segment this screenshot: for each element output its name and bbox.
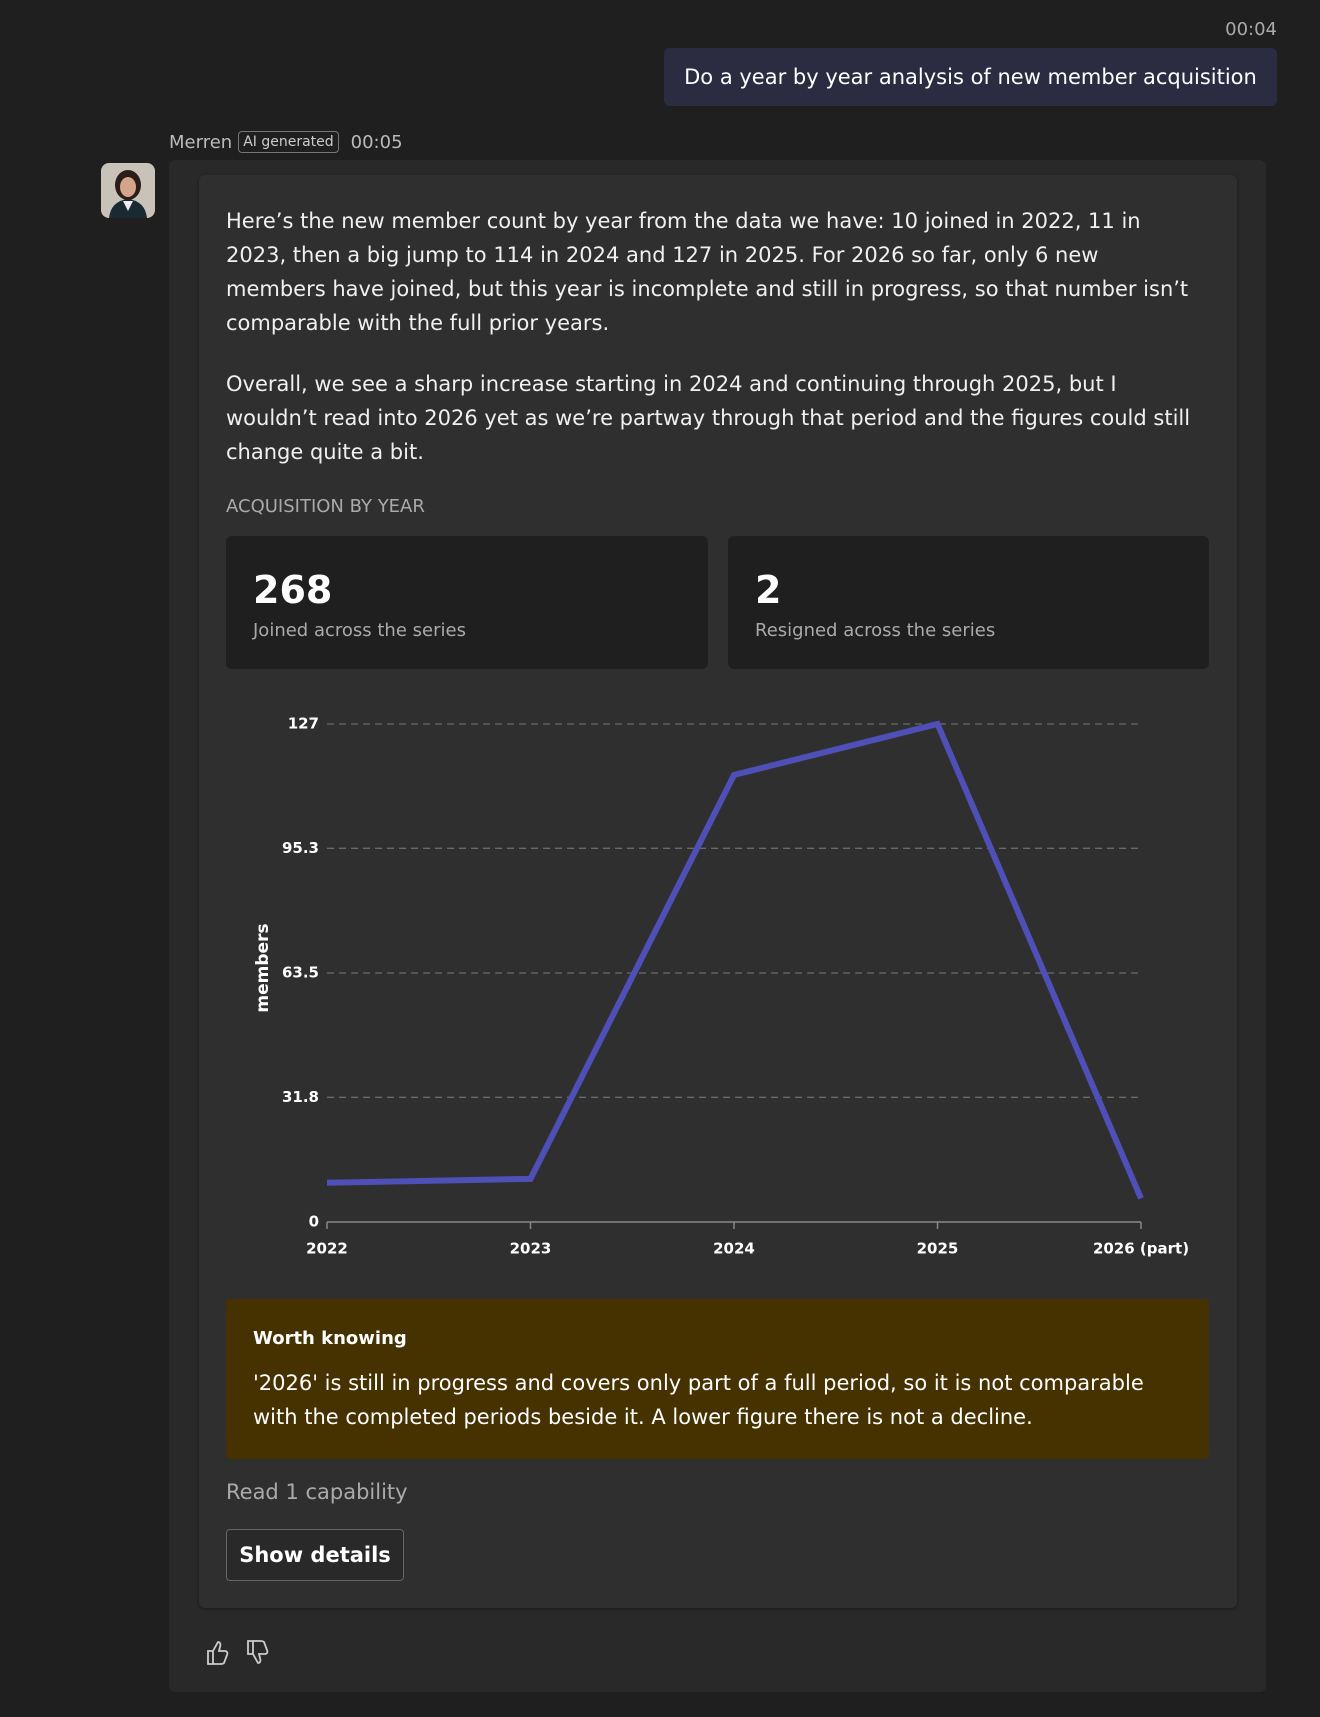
thumbs-down[interactable] bbox=[247, 1640, 269, 1664]
y-tick-label: 0 bbox=[309, 1213, 319, 1231]
notice: Worth knowing '2026' is still in progres… bbox=[226, 1299, 1209, 1459]
stat-value: 2 bbox=[755, 568, 782, 612]
show-details-button[interactable]: Show details bbox=[226, 1529, 404, 1581]
x-tick-label: 2023 bbox=[510, 1240, 552, 1258]
paragraph: Here’s the new member count by year from… bbox=[226, 209, 1189, 335]
capability-text: Read 1 capability bbox=[226, 1480, 408, 1504]
x-tick-label: 2022 bbox=[306, 1240, 348, 1258]
data-line bbox=[326, 720, 1144, 1200]
section-title: ACQUISITION BY YEAR bbox=[226, 496, 425, 517]
bot-header: Merren AI generated 00:05 bbox=[169, 131, 403, 153]
y-tick-label: 31.8 bbox=[282, 1088, 319, 1106]
x-tick-label: 2025 bbox=[917, 1240, 959, 1258]
stat-value: 268 bbox=[253, 568, 333, 612]
paragraph: Overall, we see a sharp increase startin… bbox=[226, 372, 1191, 464]
y-tick-label: 95.3 bbox=[282, 839, 319, 857]
avatar bbox=[101, 163, 155, 218]
y-axis-label: members bbox=[253, 923, 273, 1012]
stat-label: Joined across the series bbox=[253, 620, 466, 641]
stat-card: 268 Joined across the series bbox=[226, 536, 708, 669]
x-tick-label: 2026 (part) bbox=[1093, 1240, 1189, 1258]
bot-name: Merren bbox=[169, 131, 233, 153]
user-message: Do a year by year analysis of new member… bbox=[684, 65, 1257, 89]
notice-title: Worth knowing bbox=[253, 1328, 407, 1349]
stat-card: 2 Resigned across the series bbox=[728, 536, 1209, 669]
user-bubble: Do a year by year analysis of new member… bbox=[664, 48, 1277, 106]
feedback bbox=[207, 1640, 269, 1665]
message-time: 00:04 bbox=[1225, 19, 1277, 40]
stat-label: Resigned across the series bbox=[755, 620, 996, 641]
y-tick-label: 63.5 bbox=[282, 964, 319, 982]
y-tick-label: 127 bbox=[288, 715, 319, 733]
ai-badge: AI generated bbox=[238, 131, 339, 153]
notice-text: '2026' is still in progress and covers o… bbox=[253, 1371, 1144, 1429]
bot-time: 00:05 bbox=[350, 131, 403, 153]
thumbs-up[interactable] bbox=[207, 1641, 229, 1665]
chart: members 0 31.8 63.5 95.3 127 2022 2023 2024 2025… bbox=[253, 715, 1189, 1258]
x-tick-label: 2024 bbox=[713, 1240, 755, 1258]
